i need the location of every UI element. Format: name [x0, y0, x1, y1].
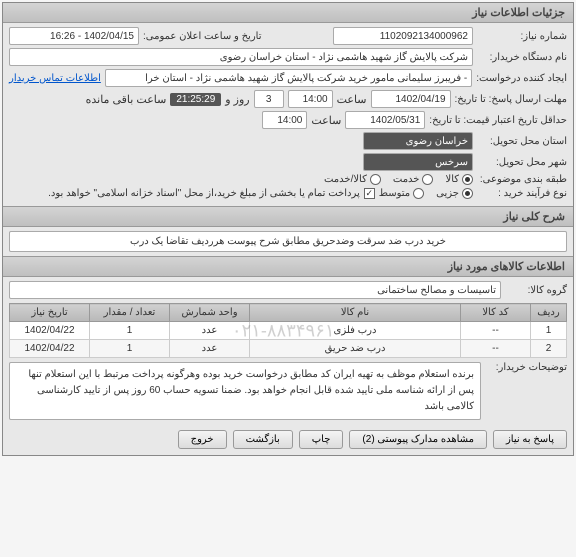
radio-label: کالا/خدمت: [324, 174, 367, 185]
panel-title: جزئیات اطلاعات نیاز: [3, 3, 573, 23]
desc-text: خرید درب ضد سرقت وضدحریق مطابق شرح پیوست…: [9, 231, 567, 252]
table-row: 2--درب ضد حریقعدد11402/04/22: [10, 340, 567, 358]
need-no-label: شماره نیاز:: [477, 31, 567, 42]
subject-option[interactable]: کالا/خدمت: [324, 174, 381, 185]
deadline-label: مهلت ارسال پاسخ: تا تاریخ:: [455, 94, 567, 105]
pub-datetime-value: 1402/04/15 - 16:26: [9, 27, 139, 45]
buyer-label: نام دستگاه خریدار:: [477, 52, 567, 63]
table-cell: --: [461, 340, 531, 358]
table-header: نام کالا: [250, 304, 461, 322]
attachments-button[interactable]: مشاهده مدارک پیوستی (2): [349, 430, 487, 449]
pub-datetime-label: تاریخ و ساعت اعلان عمومی:: [143, 31, 262, 42]
city-label: شهر محل تحویل:: [477, 157, 567, 168]
table-cell: 1: [90, 322, 170, 340]
desc-section-title: شرح کلی نیاز: [3, 206, 573, 227]
requester-label: ایجاد کننده درخواست:: [476, 73, 567, 84]
radio-label: خدمت: [393, 174, 420, 185]
deadline-date: 1402/04/19: [371, 90, 451, 108]
requester-value: - فریبرز سلیمانی مامور خرید شرکت پالایش …: [105, 69, 472, 87]
need-details-panel: جزئیات اطلاعات نیاز شماره نیاز: 11020921…: [2, 2, 574, 456]
province-label: استان محل تحویل:: [477, 136, 567, 147]
remain-label: ساعت باقی مانده: [86, 93, 167, 106]
notes-text: برنده استعلام موظف به تهیه ایران کد مطاب…: [9, 362, 481, 420]
table-cell: عدد: [170, 340, 250, 358]
buy-type-label: نوع فرآیند خرید :: [477, 188, 567, 199]
table-cell: 1402/04/22: [10, 340, 90, 358]
table-cell: 1402/04/22: [10, 322, 90, 340]
validity-time: 14:00: [262, 111, 307, 129]
time-label-1: ساعت: [337, 93, 367, 106]
radio-label: متوسط: [379, 188, 410, 199]
deadline-time: 14:00: [288, 90, 333, 108]
back-button[interactable]: بازگشت: [233, 430, 293, 449]
province-value: خراسان رضوی: [363, 132, 473, 150]
table-cell: 2: [531, 340, 567, 358]
reply-button[interactable]: پاسخ به نیاز: [493, 430, 567, 449]
countdown: 21:25:29: [170, 93, 221, 106]
buytype-radio-group: جزیی متوسط: [379, 188, 473, 199]
form-area: شماره نیاز: 1102092134000962 تاریخ و ساع…: [3, 23, 573, 206]
need-no-value: 1102092134000962: [333, 27, 473, 45]
radio-icon: [413, 188, 424, 199]
table-header: تاریخ نیاز: [10, 304, 90, 322]
payment-note: پرداخت تمام یا بخشی از مبلغ خرید،از محل …: [48, 188, 360, 199]
city-value: سرخس: [363, 153, 473, 171]
table-header: ردیف: [531, 304, 567, 322]
subject-option[interactable]: کالا: [445, 174, 473, 185]
table-cell: درب فلزی: [250, 322, 461, 340]
table-cell: --: [461, 322, 531, 340]
table-row: 1--درب فلزیعدد11402/04/22: [10, 322, 567, 340]
validity-date: 1402/05/31: [345, 111, 425, 129]
days-remain: 3: [254, 90, 284, 108]
buytype-option[interactable]: جزیی: [436, 188, 473, 199]
radio-icon: [370, 174, 381, 185]
exit-button[interactable]: خروج: [178, 430, 227, 449]
validity-label: حداقل تاریخ اعتبار قیمت: تا تاریخ:: [429, 115, 567, 126]
table-header: تعداد / مقدار: [90, 304, 170, 322]
table-cell: 1: [531, 322, 567, 340]
radio-icon: [462, 174, 473, 185]
buytype-option[interactable]: متوسط: [379, 188, 424, 199]
table-header: کد کالا: [461, 304, 531, 322]
table-cell: 1: [90, 340, 170, 358]
items-table: ردیفکد کالانام کالاواحد شمارشتعداد / مقد…: [9, 303, 567, 358]
time-label-2: ساعت: [311, 114, 341, 127]
group-value: تاسیسات و مصالح ساختمانی: [9, 281, 501, 299]
items-section-title: اطلاعات کالاهای مورد نیاز: [3, 256, 573, 277]
notes-label: توضیحات خریدار:: [487, 362, 567, 373]
buyer-value: شرکت پالایش گاز شهید هاشمی نژاد - استان …: [9, 48, 473, 66]
group-label: گروه کالا:: [507, 285, 567, 296]
table-cell: عدد: [170, 322, 250, 340]
subject-cat-label: طبقه بندی موضوعی:: [477, 174, 567, 185]
table-header: واحد شمارش: [170, 304, 250, 322]
radio-icon: [422, 174, 433, 185]
radio-label: جزیی: [436, 188, 459, 199]
button-bar: پاسخ به نیاز مشاهده مدارک پیوستی (2) چاپ…: [3, 424, 573, 455]
subject-option[interactable]: خدمت: [393, 174, 434, 185]
print-button[interactable]: چاپ: [299, 430, 344, 449]
subject-radio-group: کالا خدمت کالا/خدمت: [324, 174, 473, 185]
treasury-checkbox: [364, 188, 375, 199]
table-cell: درب ضد حریق: [250, 340, 461, 358]
contact-link[interactable]: اطلاعات تماس خریدار: [9, 73, 101, 84]
radio-label: کالا: [445, 174, 459, 185]
days-label: روز و: [225, 93, 249, 106]
radio-icon: [462, 188, 473, 199]
